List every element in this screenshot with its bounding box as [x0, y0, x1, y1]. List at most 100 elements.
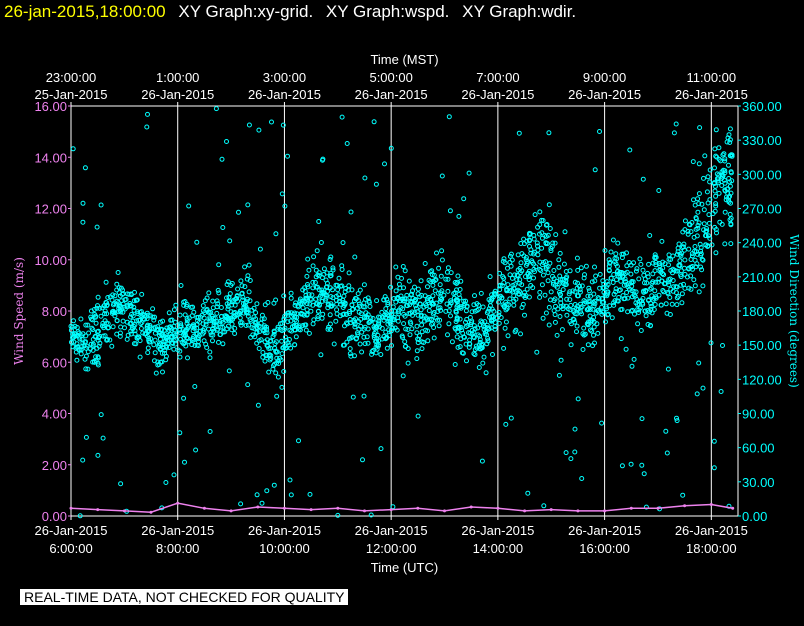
wind-direction-point	[471, 323, 477, 329]
wind-direction-point	[466, 344, 472, 350]
wind-direction-point	[210, 305, 216, 311]
wind-direction-point	[502, 325, 508, 331]
wind-direction-point	[124, 291, 130, 297]
wind-direction-point	[118, 285, 124, 291]
top-axis-tick-date: 26-Jan-2015	[568, 87, 641, 102]
wind-direction-point	[706, 212, 712, 218]
wind-direction-point	[355, 291, 361, 297]
wind-direction-point	[203, 319, 209, 325]
wind-direction-point	[180, 327, 186, 333]
wind-direction-point	[648, 285, 654, 291]
wind-direction-point	[264, 342, 270, 348]
wind-direction-point	[463, 341, 469, 347]
wind-direction-point	[652, 302, 658, 307]
wind-direction-point	[595, 330, 601, 336]
wind-direction-point	[144, 333, 150, 339]
wind-direction-point	[358, 311, 364, 317]
wind-direction-point	[188, 304, 194, 310]
wind-direction-point	[660, 271, 665, 277]
wind-direction-point	[152, 337, 158, 343]
wind-direction-point	[370, 348, 376, 353]
wind-direction-point	[275, 374, 281, 380]
wind-direction-point	[592, 167, 598, 173]
wind-direction-point	[515, 252, 521, 258]
wind-direction-point	[71, 318, 76, 324]
left-axis-title: Wind Speed (m/s)	[12, 257, 26, 365]
wind-direction-point	[523, 293, 529, 299]
left-axis-tick-label: 12.00	[34, 202, 67, 217]
wind-direction-point	[383, 311, 389, 316]
wind-direction-point	[409, 326, 415, 332]
wind-direction-point	[606, 267, 612, 273]
wind-direction-point	[713, 227, 719, 232]
wind-direction-point	[689, 220, 695, 225]
wind-direction-point	[539, 217, 544, 223]
wind-direction-point	[151, 326, 157, 332]
wind-direction-point	[281, 369, 287, 374]
wind-direction-point	[403, 326, 409, 332]
wind-direction-point	[177, 354, 183, 360]
wind-direction-point	[679, 291, 685, 297]
wind-direction-point	[383, 306, 389, 312]
top-axis-tick-date: 26-Jan-2015	[141, 87, 214, 102]
wind-direction-point	[597, 129, 602, 134]
wind-direction-point	[365, 312, 371, 318]
top-axis-tick-date: 26-Jan-2015	[248, 87, 321, 102]
wind-direction-point	[342, 289, 348, 295]
wind-direction-point	[297, 327, 303, 333]
wind-direction-point	[208, 309, 214, 315]
wind-direction-point	[457, 287, 463, 292]
wind-direction-point	[226, 299, 232, 305]
wind-direction-point	[458, 278, 464, 284]
wind-direction-point	[299, 298, 305, 304]
wind-direction-point	[608, 249, 614, 255]
wind-direction-point	[439, 257, 445, 263]
wind-direction-point	[575, 396, 581, 402]
wind-direction-point	[680, 492, 686, 498]
wind-direction-point	[396, 281, 402, 287]
wind-direction-point	[355, 298, 361, 304]
wind-speed-point	[709, 503, 713, 506]
wind-direction-point	[586, 285, 592, 291]
wind-direction-point	[631, 292, 637, 298]
wind-direction-point	[314, 248, 320, 254]
wind-direction-point	[610, 280, 616, 285]
bottom-axis-tick-time: 8:00:00	[156, 541, 199, 556]
wind-direction-point	[707, 235, 713, 241]
wind-direction-point	[639, 416, 645, 422]
wind-direction-point	[485, 338, 491, 344]
wind-speed-point	[282, 506, 286, 510]
wind-direction-point	[643, 313, 649, 319]
wind-direction-point	[231, 310, 237, 316]
wind-direction-point	[722, 241, 728, 247]
wind-direction-point	[577, 283, 582, 289]
wind-direction-point	[80, 219, 86, 225]
wind-direction-point	[237, 308, 243, 314]
wind-direction-point	[472, 293, 477, 299]
wind-direction-point	[254, 340, 260, 346]
wind-direction-point	[330, 295, 336, 301]
wind-direction-point	[489, 297, 495, 303]
wind-direction-point	[718, 389, 724, 394]
wind-speed-point	[229, 509, 233, 513]
wind-direction-point	[532, 269, 537, 275]
wind-direction-point	[508, 251, 514, 257]
wind-direction-point	[489, 306, 495, 312]
wind-direction-point	[401, 321, 407, 327]
wind-direction-point	[719, 183, 725, 188]
wind-direction-point	[163, 357, 169, 363]
wind-direction-point	[413, 303, 419, 309]
wind-direction-point	[407, 319, 413, 325]
wind-direction-point	[458, 305, 464, 311]
wind-direction-point	[698, 251, 704, 257]
wind-speed-point	[469, 505, 473, 509]
wind-direction-point	[488, 317, 494, 323]
wind-direction-point	[96, 343, 102, 349]
wind-direction-point	[628, 461, 634, 467]
wind-direction-point	[422, 261, 428, 266]
wind-direction-point	[418, 313, 424, 319]
wind-direction-point	[552, 240, 558, 246]
wind-direction-point	[684, 274, 690, 280]
wind-direction-point	[177, 348, 183, 354]
wind-direction-point	[588, 293, 593, 299]
